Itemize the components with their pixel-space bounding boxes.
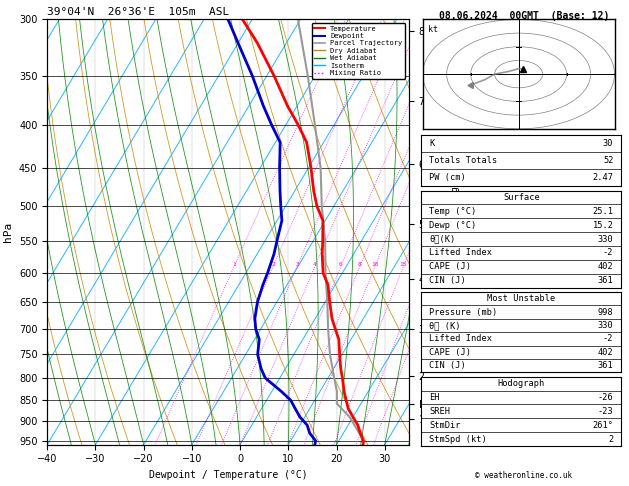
X-axis label: Dewpoint / Temperature (°C): Dewpoint / Temperature (°C) <box>148 470 308 480</box>
Text: 402: 402 <box>598 262 613 271</box>
Text: CIN (J): CIN (J) <box>430 361 466 370</box>
Text: Lifted Index: Lifted Index <box>430 248 493 258</box>
Text: Totals Totals: Totals Totals <box>430 156 498 165</box>
Text: 402: 402 <box>598 347 613 357</box>
Text: 361: 361 <box>598 276 613 285</box>
Text: EH: EH <box>430 393 440 402</box>
Text: SREH: SREH <box>430 407 450 416</box>
Text: CAPE (J): CAPE (J) <box>430 262 471 271</box>
Text: 2: 2 <box>271 262 275 267</box>
Text: © weatheronline.co.uk: © weatheronline.co.uk <box>476 471 572 480</box>
Text: 998: 998 <box>598 308 613 317</box>
Text: 25.1: 25.1 <box>593 207 613 216</box>
Text: kt: kt <box>428 25 438 34</box>
Text: -23: -23 <box>598 407 613 416</box>
Text: 330: 330 <box>598 235 613 243</box>
Text: 261°: 261° <box>593 421 613 430</box>
Text: 8: 8 <box>358 262 362 267</box>
Text: 39°04'N  26°36'E  105m  ASL: 39°04'N 26°36'E 105m ASL <box>47 7 230 17</box>
Text: Most Unstable: Most Unstable <box>487 294 555 303</box>
Text: -2: -2 <box>603 334 613 344</box>
Text: 2.47: 2.47 <box>593 173 613 182</box>
Text: 52: 52 <box>603 156 613 165</box>
Text: Mixing Ratio (g/kg): Mixing Ratio (g/kg) <box>452 181 460 283</box>
Text: 1: 1 <box>232 262 236 267</box>
Text: θᴇ(K): θᴇ(K) <box>430 235 455 243</box>
Text: Pressure (mb): Pressure (mb) <box>430 308 498 317</box>
Text: Surface: Surface <box>503 193 540 202</box>
Text: Temp (°C): Temp (°C) <box>430 207 477 216</box>
Text: 3: 3 <box>295 262 299 267</box>
Text: 6: 6 <box>339 262 343 267</box>
Legend: Temperature, Dewpoint, Parcel Trajectory, Dry Adiabat, Wet Adiabat, Isotherm, Mi: Temperature, Dewpoint, Parcel Trajectory… <box>311 23 405 79</box>
Y-axis label: hPa: hPa <box>3 222 13 242</box>
Y-axis label: km
ASL: km ASL <box>455 232 473 254</box>
Text: 15: 15 <box>399 262 407 267</box>
Text: 2: 2 <box>608 434 613 444</box>
Text: 361: 361 <box>598 361 613 370</box>
Text: 30: 30 <box>603 139 613 148</box>
Text: CIN (J): CIN (J) <box>430 276 466 285</box>
Text: θᴇ (K): θᴇ (K) <box>430 321 461 330</box>
Text: Hodograph: Hodograph <box>498 379 545 388</box>
Text: StmSpd (kt): StmSpd (kt) <box>430 434 487 444</box>
Text: Dewp (°C): Dewp (°C) <box>430 221 477 230</box>
Text: 08.06.2024  00GMT  (Base: 12): 08.06.2024 00GMT (Base: 12) <box>439 11 609 21</box>
Text: PW (cm): PW (cm) <box>430 173 466 182</box>
Text: CAPE (J): CAPE (J) <box>430 347 471 357</box>
Text: -26: -26 <box>598 393 613 402</box>
Text: StmDir: StmDir <box>430 421 461 430</box>
Text: -2: -2 <box>603 248 613 258</box>
Text: 4: 4 <box>313 262 316 267</box>
Text: K: K <box>430 139 435 148</box>
Text: 10: 10 <box>371 262 379 267</box>
Text: 330: 330 <box>598 321 613 330</box>
Text: 15.2: 15.2 <box>593 221 613 230</box>
Text: Lifted Index: Lifted Index <box>430 334 493 344</box>
